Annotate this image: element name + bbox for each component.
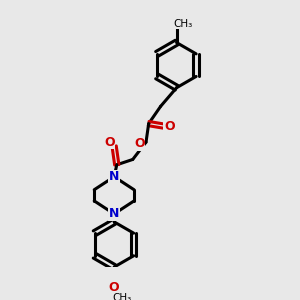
Text: O: O [104,136,115,149]
Text: N: N [109,207,119,220]
Text: O: O [134,137,145,150]
Text: N: N [109,170,119,183]
Text: CH₃: CH₃ [112,292,132,300]
Text: CH₃: CH₃ [174,19,193,29]
Text: O: O [109,281,119,294]
Text: O: O [164,120,175,133]
